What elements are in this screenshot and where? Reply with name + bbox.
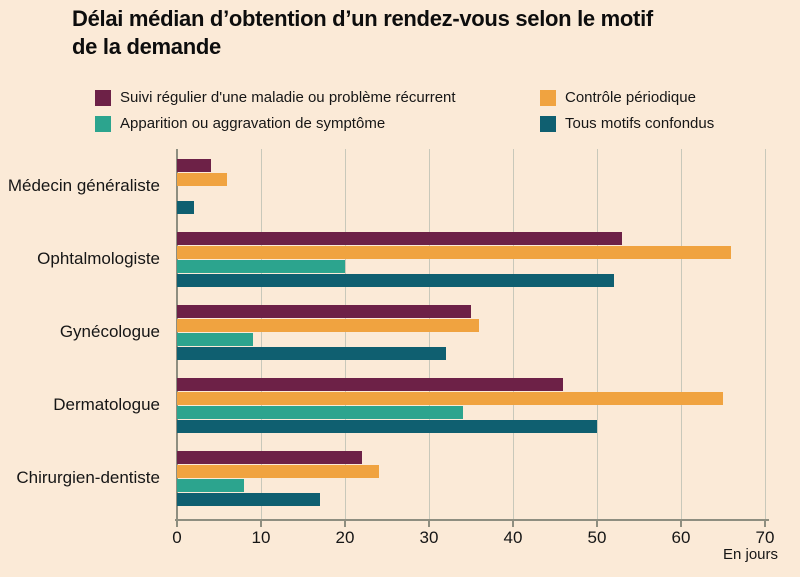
gridline [596, 149, 598, 519]
bar [177, 173, 228, 186]
legend-swatch [540, 115, 556, 132]
bar [177, 201, 194, 214]
x-tick-label: 30 [419, 528, 439, 547]
legend-label: Tous motifs confondus [565, 115, 715, 132]
x-tick-label: 40 [503, 528, 523, 547]
x-tick-label: 50 [587, 528, 607, 547]
gridline [512, 149, 514, 519]
x-axis-line [175, 519, 769, 521]
bar [177, 493, 320, 506]
legend-label: Apparition ou aggravation de symptôme [120, 115, 386, 132]
x-tick-label: 20 [335, 528, 355, 547]
legend-item: Contrôle périodique [540, 89, 788, 106]
category-label: Gynécologue [59, 322, 160, 341]
legend-item: Suivi régulier d'une maladie ou problème… [95, 89, 540, 106]
category-label: Dermatologue [53, 395, 160, 414]
x-tick-label: 70 [755, 528, 775, 547]
category-label: Chirurgien-dentiste [16, 468, 160, 487]
bar [177, 333, 253, 346]
legend-item: Apparition ou aggravation de symptôme [95, 115, 540, 132]
bar [177, 392, 723, 405]
legend-swatch [540, 89, 556, 106]
axis-tick [764, 521, 766, 527]
legend-swatch [95, 115, 111, 132]
legend-label: Contrôle périodique [565, 89, 696, 106]
bar [177, 159, 211, 172]
chart-title: Délai médian d’obtention d’un rendez-vou… [72, 5, 772, 61]
bar [177, 347, 446, 360]
x-unit-label: En jours [722, 546, 778, 563]
category-label: Médecin généraliste [7, 176, 160, 195]
legend-label: Suivi régulier d'une maladie ou problème… [120, 89, 456, 106]
gridline [680, 149, 682, 519]
gridline [428, 149, 430, 519]
axis-tick [344, 521, 346, 527]
bar [177, 378, 564, 391]
axis-tick [428, 521, 430, 527]
gridline [764, 149, 766, 519]
bar [177, 246, 732, 259]
x-tick-label: 0 [172, 528, 182, 547]
axis-tick [176, 521, 178, 527]
bar [177, 479, 245, 492]
gridline [344, 149, 346, 519]
bar [177, 260, 345, 273]
x-tick-label: 10 [251, 528, 271, 547]
x-tick-label: 60 [671, 528, 691, 547]
legend: Suivi régulier d'une maladie ou problème… [95, 89, 788, 132]
bar [177, 274, 614, 287]
bar [177, 319, 480, 332]
bar [177, 406, 463, 419]
bar [177, 451, 362, 464]
category-label: Ophtalmologiste [37, 249, 160, 268]
gridline [260, 149, 262, 519]
bar [177, 305, 471, 318]
axis-tick [512, 521, 514, 527]
axis-tick [260, 521, 262, 527]
chart-title-line1: Délai médian d’obtention d’un rendez-vou… [72, 6, 653, 31]
bar [177, 232, 623, 245]
axis-tick [596, 521, 598, 527]
chart-title-line2: de la demande [72, 34, 221, 59]
bar [177, 420, 597, 433]
bar [177, 465, 379, 478]
axis-tick [680, 521, 682, 527]
legend-item: Tous motifs confondus [540, 115, 788, 132]
legend-swatch [95, 89, 111, 106]
